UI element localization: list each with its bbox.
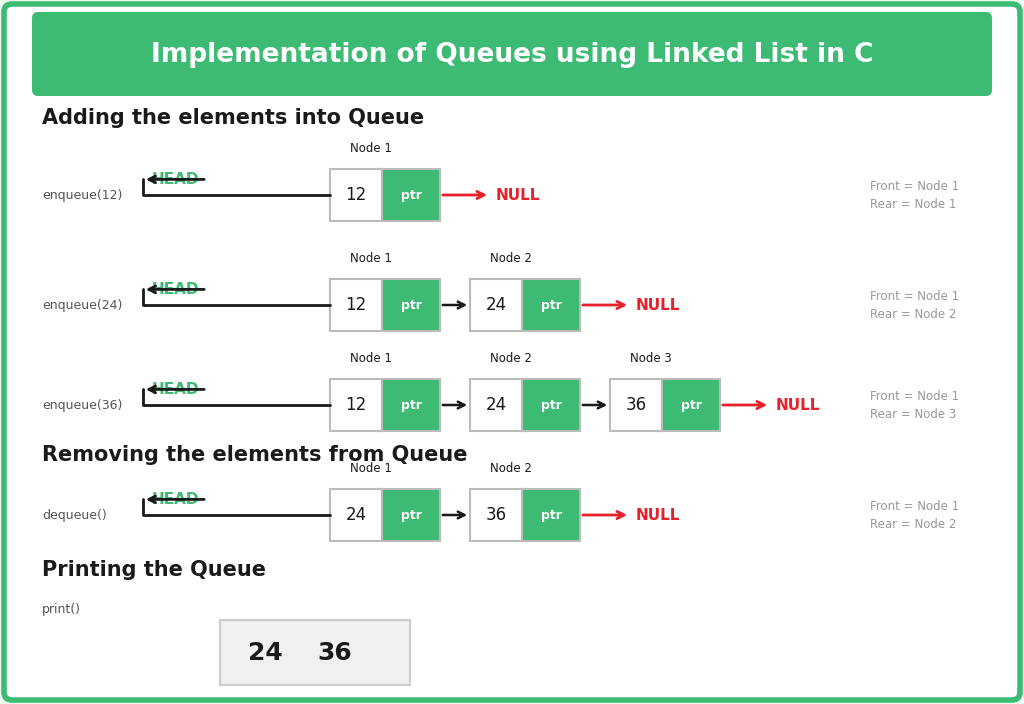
Text: ptr: ptr	[681, 398, 701, 412]
Text: ptr: ptr	[400, 398, 422, 412]
Text: Node 2: Node 2	[489, 352, 531, 365]
Text: HEAD: HEAD	[152, 492, 199, 507]
Text: Rear = Node 3: Rear = Node 3	[870, 408, 956, 422]
Bar	[330, 379, 382, 431]
Bar	[382, 489, 440, 541]
Text: 12: 12	[345, 396, 367, 414]
Text: ptr: ptr	[400, 298, 422, 311]
Text: Node 2: Node 2	[489, 462, 531, 475]
Bar	[522, 379, 580, 431]
Bar	[470, 279, 522, 331]
Bar	[382, 279, 440, 331]
Bar	[470, 489, 522, 541]
Bar	[330, 169, 382, 221]
Text: Adding the elements into Queue: Adding the elements into Queue	[42, 108, 424, 128]
Text: enqueue(36): enqueue(36)	[42, 398, 123, 412]
Text: HEAD: HEAD	[152, 172, 199, 187]
Bar	[220, 620, 410, 685]
Text: Node 3: Node 3	[630, 352, 672, 365]
Text: ptr: ptr	[400, 189, 422, 201]
Text: ptr: ptr	[541, 398, 561, 412]
Text: ptr: ptr	[400, 508, 422, 522]
Text: 36: 36	[317, 641, 352, 665]
Text: ptr: ptr	[541, 298, 561, 311]
Text: 36: 36	[485, 506, 507, 524]
Text: ptr: ptr	[541, 508, 561, 522]
Text: Front = Node 1: Front = Node 1	[870, 180, 959, 194]
Bar	[330, 279, 382, 331]
Bar	[382, 169, 440, 221]
Text: Rear = Node 2: Rear = Node 2	[870, 519, 956, 532]
Text: NULL: NULL	[636, 298, 680, 313]
Text: Front = Node 1: Front = Node 1	[870, 291, 959, 303]
Text: NULL: NULL	[496, 187, 541, 203]
Text: NULL: NULL	[776, 398, 820, 413]
Text: print(): print()	[42, 603, 81, 617]
Text: Node 1: Node 1	[349, 462, 391, 475]
Bar	[470, 379, 522, 431]
Text: dequeue(): dequeue()	[42, 508, 106, 522]
Text: Node 1: Node 1	[349, 252, 391, 265]
FancyBboxPatch shape	[32, 12, 992, 96]
Bar	[382, 379, 440, 431]
Text: Node 2: Node 2	[489, 252, 531, 265]
Text: 12: 12	[345, 186, 367, 204]
Bar	[662, 379, 720, 431]
Bar	[522, 279, 580, 331]
Text: HEAD: HEAD	[152, 282, 199, 297]
Text: Removing the elements from Queue: Removing the elements from Queue	[42, 445, 468, 465]
Text: 12: 12	[345, 296, 367, 314]
Text: enqueue(12): enqueue(12)	[42, 189, 123, 201]
Text: 24: 24	[485, 296, 507, 314]
Text: Implementation of Queues using Linked List in C: Implementation of Queues using Linked Li…	[151, 42, 873, 68]
Text: 36: 36	[626, 396, 646, 414]
Text: NULL: NULL	[636, 508, 680, 522]
Text: 24: 24	[248, 641, 283, 665]
Text: Rear = Node 2: Rear = Node 2	[870, 308, 956, 322]
Bar	[522, 489, 580, 541]
Text: Rear = Node 1: Rear = Node 1	[870, 199, 956, 211]
Text: Node 1: Node 1	[349, 352, 391, 365]
Text: Front = Node 1: Front = Node 1	[870, 501, 959, 513]
Text: 24: 24	[345, 506, 367, 524]
Text: HEAD: HEAD	[152, 382, 199, 397]
FancyBboxPatch shape	[4, 4, 1020, 700]
Text: Front = Node 1: Front = Node 1	[870, 391, 959, 403]
Bar	[330, 489, 382, 541]
Bar	[610, 379, 662, 431]
Text: enqueue(24): enqueue(24)	[42, 298, 123, 311]
Text: 24: 24	[485, 396, 507, 414]
Text: Node 1: Node 1	[349, 142, 391, 155]
Text: Printing the Queue: Printing the Queue	[42, 560, 266, 580]
